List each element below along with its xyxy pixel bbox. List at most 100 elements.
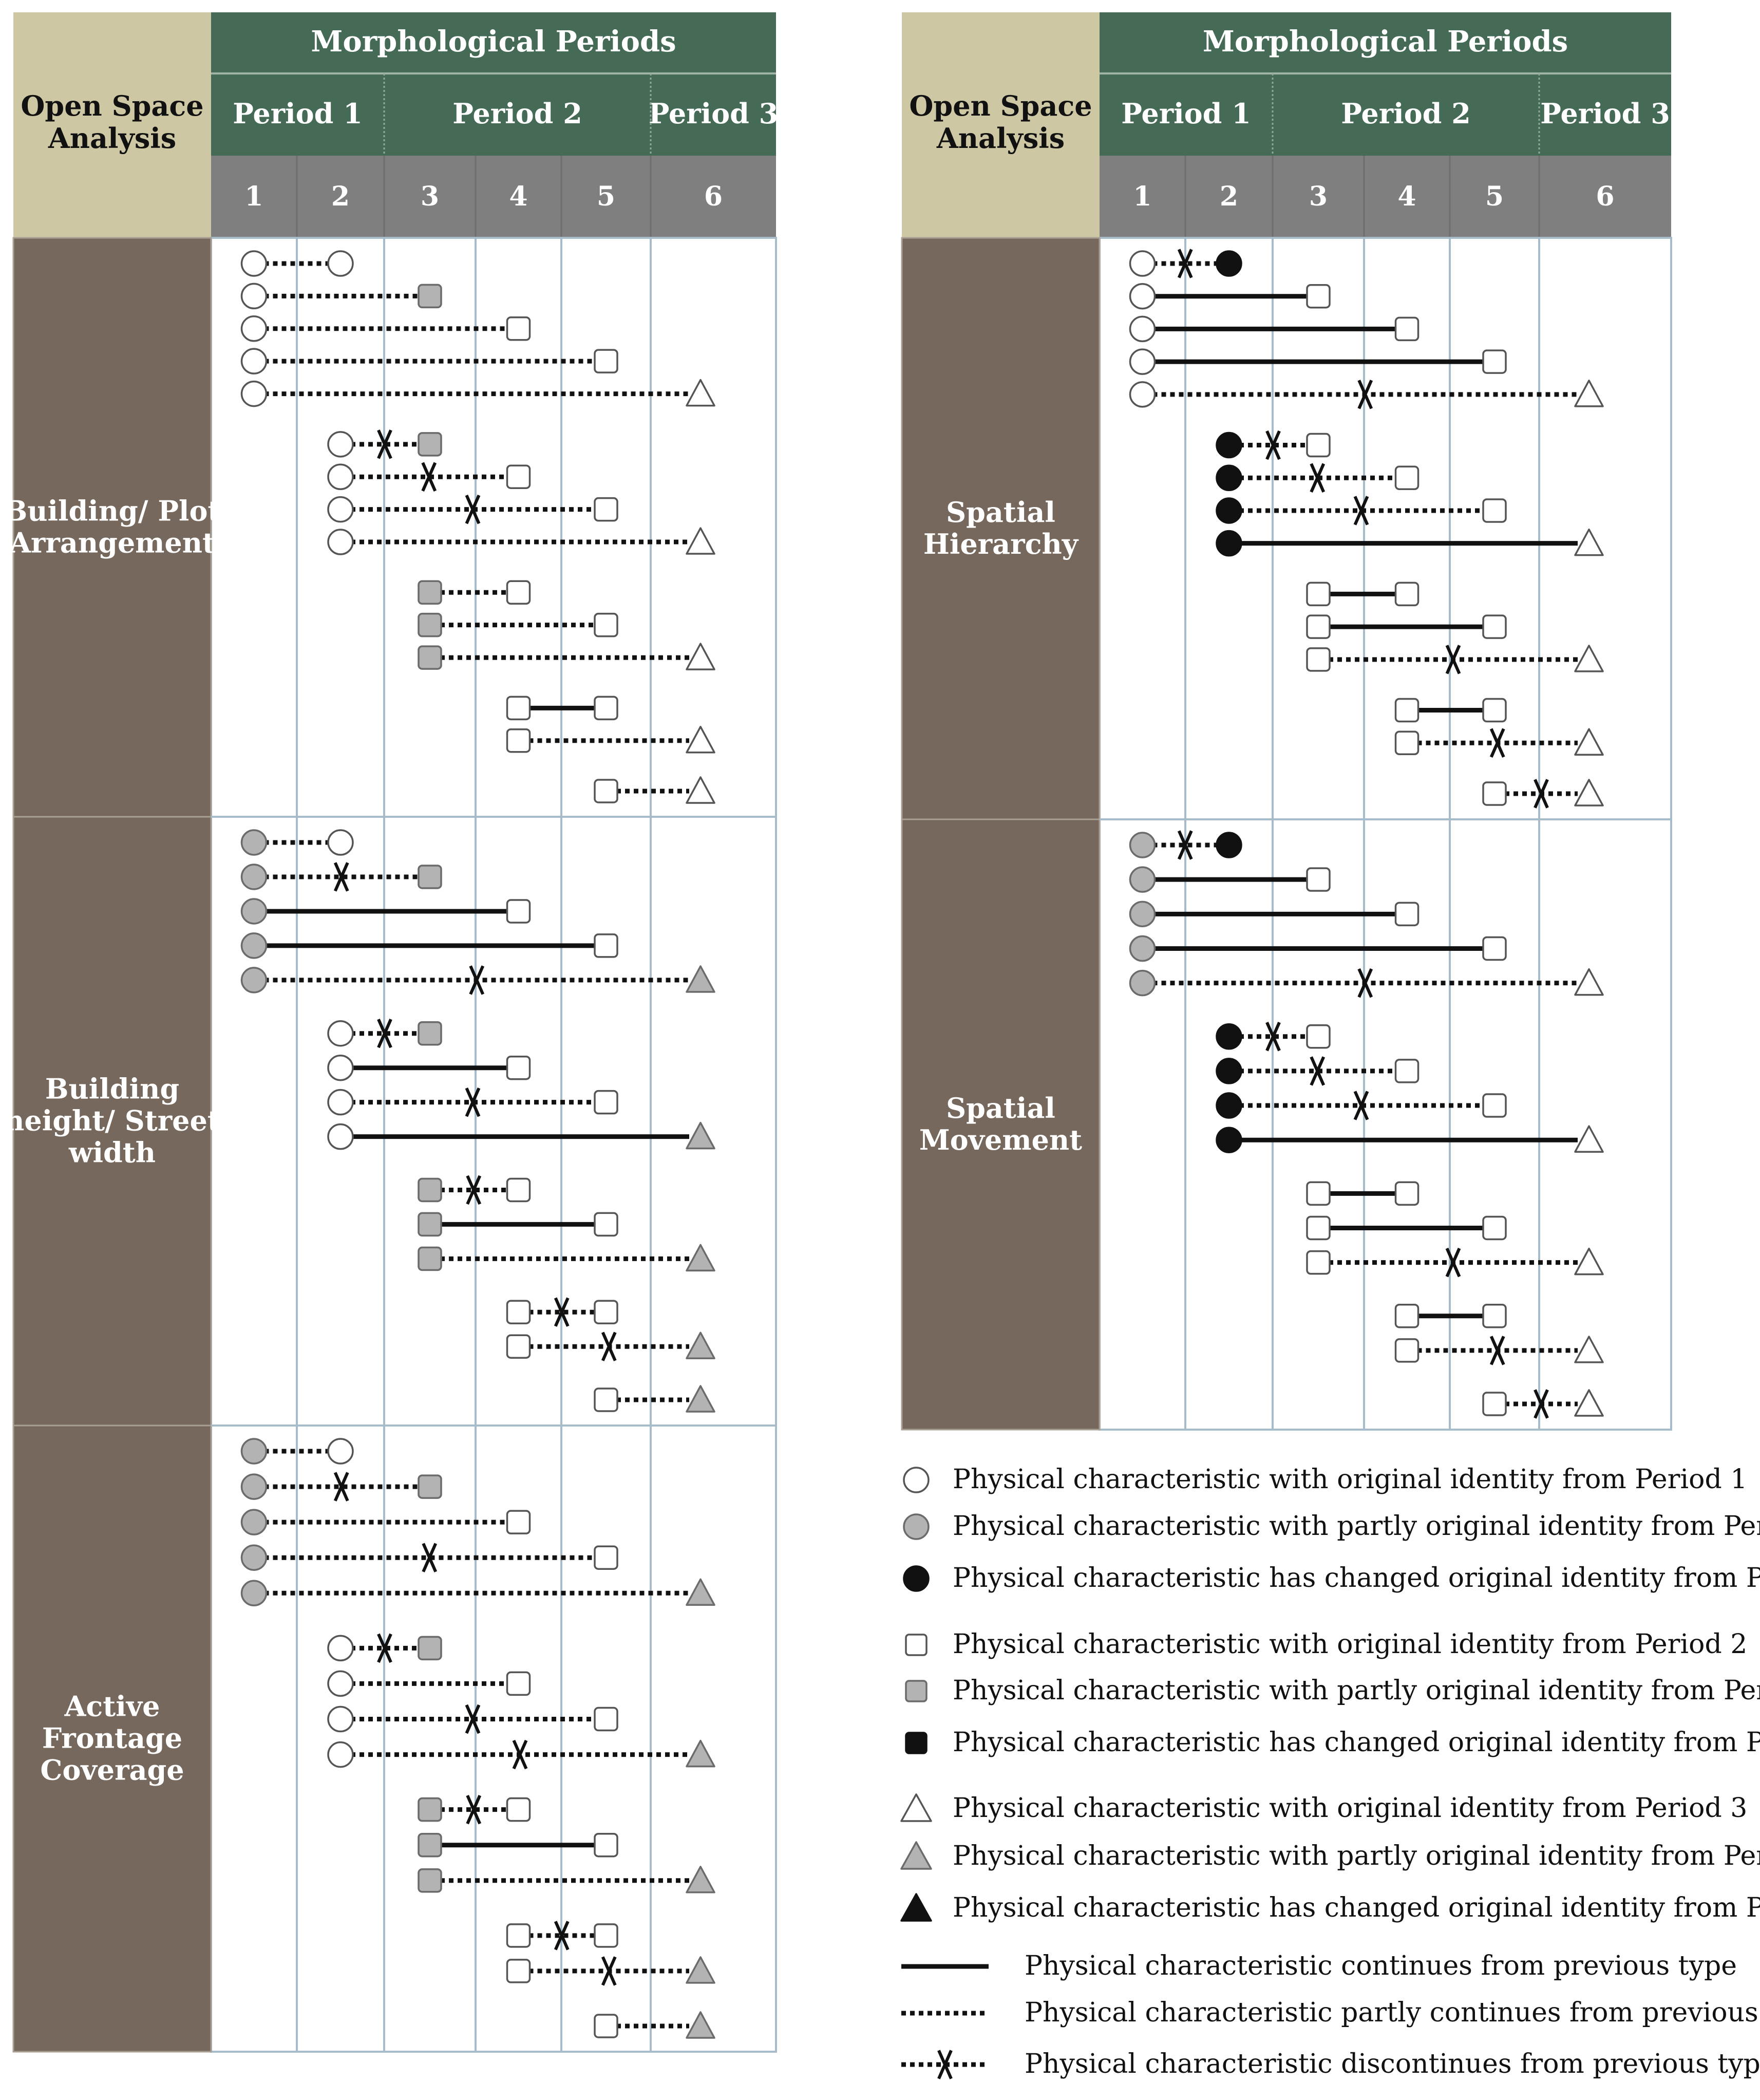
column-2-label: 2 xyxy=(1220,181,1238,212)
discontinue-x-mark xyxy=(512,1739,528,1770)
transition-row xyxy=(240,1509,531,1535)
link-discontinue xyxy=(528,1297,595,1327)
discontinue-x-mark xyxy=(1310,1056,1326,1086)
discontinue-x-mark xyxy=(1445,645,1461,674)
transition-row xyxy=(327,429,442,459)
discontinue-x-mark xyxy=(1177,830,1193,860)
link-discontinue xyxy=(351,1087,595,1117)
discontinue-x-mark xyxy=(465,1704,481,1734)
category-cell xyxy=(12,816,212,1427)
marker-triangle-white xyxy=(686,776,715,804)
link-discontinue xyxy=(1505,1389,1578,1419)
marker-square-gray xyxy=(418,1246,442,1271)
transition-row xyxy=(327,1704,618,1734)
transition-row xyxy=(418,1175,531,1205)
marker-circle-gray xyxy=(1129,935,1156,962)
marker-square-white xyxy=(594,1212,618,1237)
marker-triangle-white xyxy=(1574,1125,1604,1153)
category-cell xyxy=(12,237,212,818)
discontinue-x-mark xyxy=(377,1019,392,1048)
marker-circle-white xyxy=(327,250,354,277)
marker-circle-black xyxy=(1216,250,1242,277)
marker-triangle-white xyxy=(1574,779,1604,807)
legend-square-gray xyxy=(905,1680,928,1702)
legend-item: Physical characteristic continues from p… xyxy=(901,1951,1737,1981)
transition-row xyxy=(1306,582,1420,607)
category-label-line: Active xyxy=(64,1690,160,1723)
link-discontinue xyxy=(1239,463,1396,493)
marker-triangle-gray xyxy=(686,1956,715,1984)
group-2: Building height/ Street width xyxy=(4,816,776,1427)
marker-circle-white xyxy=(327,1054,354,1081)
column-1-label: 1 xyxy=(244,181,263,212)
transition-row xyxy=(594,2011,715,2039)
marker-triangle-white xyxy=(1574,1336,1604,1363)
transition-row xyxy=(1306,1181,1420,1206)
link-discontinue xyxy=(351,1019,419,1048)
category-label-line: Movement xyxy=(919,1123,1082,1156)
marker-circle-white xyxy=(327,431,354,458)
marker-square-white xyxy=(506,1671,531,1696)
marker-square-white xyxy=(1306,1024,1331,1049)
marker-triangle-gray xyxy=(686,1866,715,1893)
discontinue-x-mark xyxy=(1357,968,1373,998)
link-discontinue xyxy=(440,1175,507,1205)
link-discontinue xyxy=(1239,496,1483,526)
marker-square-white xyxy=(1306,433,1331,458)
marker-square-white xyxy=(1394,316,1420,342)
link-discontinue xyxy=(1239,1091,1483,1120)
marker-square-white xyxy=(1482,1303,1507,1328)
column-1-label: 1 xyxy=(1133,181,1151,212)
transition-row xyxy=(1482,1389,1604,1419)
transition-row xyxy=(240,1438,354,1465)
marker-square-white xyxy=(1482,781,1507,806)
marker-square-white xyxy=(1394,730,1420,756)
marker-circle-white xyxy=(327,1020,354,1047)
discontinue-x-mark xyxy=(1353,496,1369,526)
marker-square-gray xyxy=(418,1177,442,1203)
marker-triangle-gray xyxy=(686,1121,715,1150)
transition-row xyxy=(327,1121,715,1150)
legend-text: Physical characteristic has changed orig… xyxy=(953,1892,1760,1923)
marker-square-white xyxy=(594,696,618,721)
legend-circle-white xyxy=(903,1467,930,1493)
discontinue-x-mark xyxy=(466,1175,482,1205)
marker-circle-white xyxy=(327,1438,354,1465)
marker-circle-white xyxy=(327,529,354,555)
link-discontinue xyxy=(1417,728,1578,758)
corner-label-line: Analysis xyxy=(48,122,176,155)
marker-circle-white xyxy=(327,496,354,523)
marker-circle-black xyxy=(1216,1058,1242,1084)
period-3-label: Period 3 xyxy=(1540,97,1670,130)
marker-square-white xyxy=(1394,1338,1420,1363)
marker-triangle-gray xyxy=(686,965,715,993)
marker-circle-gray xyxy=(240,932,268,959)
marker-circle-white xyxy=(240,315,268,342)
group-2: Spatial Movement xyxy=(901,818,1671,1431)
marker-square-white xyxy=(594,779,618,803)
column-4-label: 4 xyxy=(509,181,527,212)
category-label: Spatial Movement xyxy=(919,1092,1082,1156)
discontinue-x-mark xyxy=(469,965,485,995)
transition-row xyxy=(1129,968,1604,998)
marker-circle-black xyxy=(1216,497,1242,524)
transition-row xyxy=(506,1332,715,1361)
category-label-line: Building xyxy=(45,1073,179,1105)
marker-square-white xyxy=(594,1300,618,1324)
marker-square-gray xyxy=(418,645,442,670)
marker-circle-white xyxy=(327,1670,354,1697)
legend-text: Physical characteristic has changed orig… xyxy=(953,1563,1760,1593)
legend-text: Physical characteristic with original id… xyxy=(953,1793,1747,1824)
discontinue-x-mark xyxy=(1445,1247,1461,1278)
transition-row xyxy=(1129,935,1507,962)
transition-row xyxy=(1216,496,1507,526)
legend-item: Physical characteristic has changed orig… xyxy=(905,1727,1760,1758)
marker-circle-gray xyxy=(240,1509,268,1535)
transition-row xyxy=(1306,1215,1507,1241)
marker-square-white xyxy=(1306,1181,1331,1206)
marker-square-white xyxy=(1482,1093,1507,1118)
marker-square-white xyxy=(594,933,618,958)
legend-item: Physical characteristic with partly orig… xyxy=(905,1675,1760,1706)
marker-triangle-white xyxy=(1574,1247,1604,1276)
marker-triangle-gray xyxy=(686,1739,715,1768)
